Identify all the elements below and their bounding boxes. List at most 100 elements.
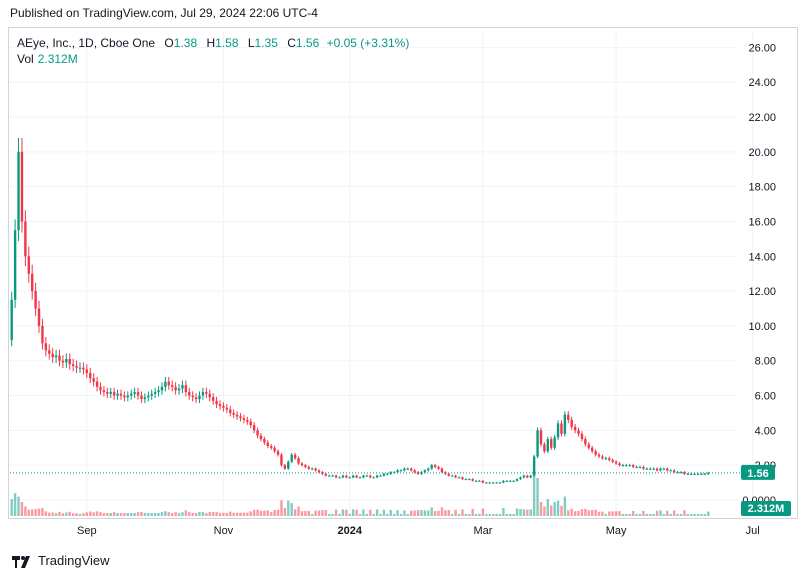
candle-body [512,480,515,482]
volume-bar [362,509,365,516]
volume-bar [512,514,515,516]
volume-bar [690,514,693,516]
candle-body [587,444,590,448]
symbol-name[interactable]: AEye, Inc., 1D, Cboe One [17,36,156,50]
candle-body [31,273,34,292]
volume-bar [679,514,683,516]
candle-body [147,395,150,398]
volume-bar [594,509,597,516]
candle-body [550,439,553,448]
candle-body [160,386,164,391]
volume-bar [392,514,396,516]
volume-bar [328,514,331,516]
candle-body [75,365,78,368]
candle-body [618,463,621,466]
volume-bar [672,510,676,516]
volume-bar [676,514,679,516]
candle-body [362,475,365,478]
candle-body [24,221,27,257]
volume-bar [580,509,584,516]
candle-body [95,381,99,387]
candle-body [471,479,474,481]
candle-body [246,419,249,422]
volume-bar [669,514,672,516]
candle-body [338,477,341,479]
volume-bar [560,505,563,516]
y-tick-label: 12.00 [748,286,776,298]
candle-body [686,473,689,475]
volume-bar [379,514,382,516]
volume-bar [399,514,403,516]
volume-bar [85,512,89,516]
volume-bar [270,512,273,516]
volume-bar [509,514,512,516]
candle-body [167,381,170,386]
volume-label: Vol [17,52,34,66]
volume-bar [61,513,65,516]
candle-body [334,475,338,478]
candle-body [355,475,358,478]
volume-bar [526,509,529,516]
volume-bar [75,513,78,516]
volume-bar [116,513,119,516]
volume-bar [147,512,150,516]
volume-bar [198,511,201,516]
volume-bar [474,514,478,516]
volume-bar [686,514,689,516]
volume-bar [17,496,20,516]
candle-body [78,367,82,369]
volume-bar [546,499,549,516]
volume-bar [218,512,222,516]
volume-bar [433,511,437,516]
volume-bar [707,511,710,516]
candle-body [136,392,140,396]
y-tick-label: 18.00 [748,182,776,194]
volume-bar [246,512,249,516]
volume-bar [505,514,509,516]
candle-body [211,397,215,401]
candle-body [256,430,259,436]
volume-bar [334,509,338,516]
volume-bar [468,514,471,516]
volume-bar [167,512,170,516]
footer-brand[interactable]: TradingView [12,553,110,568]
candle-body [488,482,491,484]
volume-bar [215,511,218,516]
volume-bar [225,512,229,516]
volume-bar [447,510,450,516]
candle-body [106,392,109,394]
candle-body [208,393,211,398]
volume-bar [382,509,386,516]
volume-bar [297,506,300,516]
volume-bar [157,513,160,516]
candle-body [41,325,44,344]
volume-bar [440,507,444,516]
volume-bar [642,510,645,516]
volume-bar [573,511,577,516]
candle-body [10,299,13,340]
tradingview-logo-icon [12,554,34,568]
volume-bar [604,514,608,516]
candle-body [82,367,85,370]
candle-body [116,393,119,396]
candle-body [225,407,229,410]
y-tick-label: 10.00 [748,321,776,333]
volume-bar [259,510,263,516]
candle-body [386,473,389,475]
grid-lines [10,30,754,516]
volume-bar [194,512,198,516]
volume-bar [502,508,505,516]
candle-body [485,482,488,484]
candle-body [543,444,546,452]
candle-body [58,355,61,361]
published-header: Published on TradingView.com, Jul 29, 20… [10,6,318,20]
candle-body [348,477,351,479]
volume-bar [416,510,420,516]
volume-bar [635,514,638,516]
candle-body [447,473,450,476]
legend: AEye, Inc., 1D, Cboe One O1.38 H1.58 L1.… [17,35,409,52]
volume-bar [584,508,587,516]
volume-bar [68,511,71,516]
candle-body [218,404,222,406]
